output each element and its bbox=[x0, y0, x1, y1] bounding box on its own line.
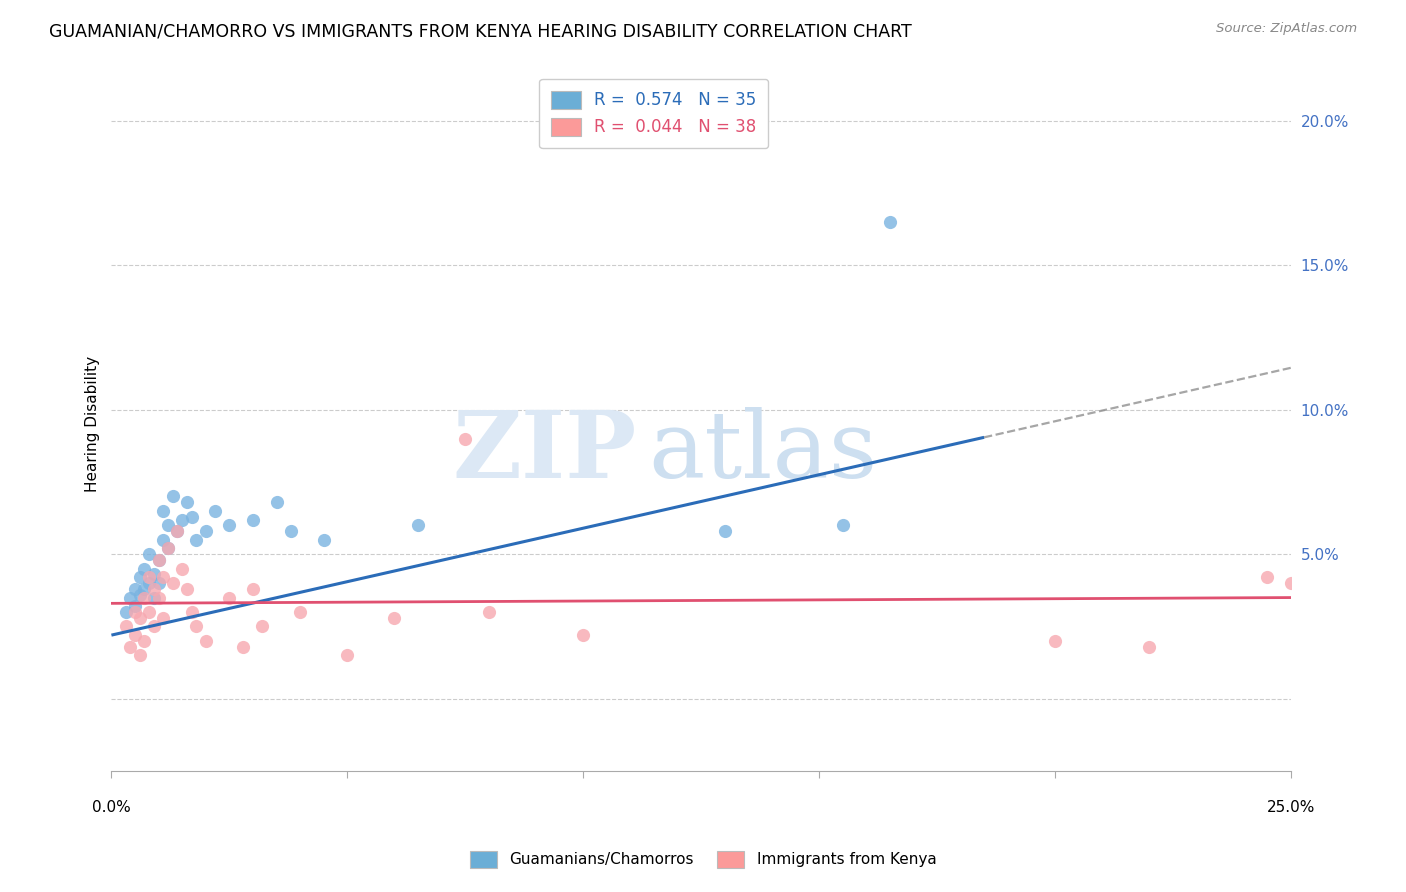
Point bbox=[157, 541, 180, 556]
Point bbox=[266, 495, 288, 509]
Point bbox=[312, 533, 335, 547]
Point bbox=[124, 628, 146, 642]
Point bbox=[1279, 576, 1302, 591]
Point bbox=[180, 509, 202, 524]
Text: 0.0%: 0.0% bbox=[91, 800, 131, 814]
Point bbox=[138, 576, 160, 591]
Point bbox=[134, 562, 156, 576]
Point bbox=[194, 524, 217, 538]
Point bbox=[1137, 640, 1160, 654]
Point bbox=[157, 518, 180, 533]
Point bbox=[336, 648, 359, 663]
Point bbox=[134, 634, 156, 648]
Point bbox=[218, 591, 240, 605]
Point bbox=[148, 553, 170, 567]
Point bbox=[124, 599, 146, 614]
Point bbox=[157, 541, 180, 556]
Point bbox=[172, 512, 194, 526]
Point bbox=[128, 611, 150, 625]
Point bbox=[166, 524, 188, 538]
Point bbox=[134, 591, 156, 605]
Point bbox=[879, 215, 901, 229]
Point bbox=[162, 576, 184, 591]
Point bbox=[1043, 634, 1066, 648]
Point bbox=[152, 611, 174, 625]
Point bbox=[242, 582, 264, 596]
Point bbox=[128, 648, 150, 663]
Point bbox=[128, 570, 150, 584]
Point bbox=[831, 518, 853, 533]
Point bbox=[176, 582, 198, 596]
Text: Source: ZipAtlas.com: Source: ZipAtlas.com bbox=[1216, 22, 1357, 36]
Legend: Guamanians/Chamorros, Immigrants from Kenya: Guamanians/Chamorros, Immigrants from Ke… bbox=[464, 845, 942, 873]
Point bbox=[128, 588, 150, 602]
Point bbox=[124, 582, 146, 596]
Point bbox=[138, 570, 160, 584]
Text: atlas: atlas bbox=[648, 407, 877, 497]
Point bbox=[242, 512, 264, 526]
Point bbox=[124, 605, 146, 619]
Point bbox=[138, 547, 160, 561]
Point bbox=[406, 518, 429, 533]
Point bbox=[114, 605, 136, 619]
Y-axis label: Hearing Disability: Hearing Disability bbox=[86, 356, 100, 492]
Point bbox=[152, 570, 174, 584]
Point bbox=[142, 591, 165, 605]
Point bbox=[194, 634, 217, 648]
Point bbox=[134, 582, 156, 596]
Point bbox=[713, 524, 735, 538]
Point bbox=[162, 490, 184, 504]
Text: 25.0%: 25.0% bbox=[1267, 800, 1315, 814]
Point bbox=[138, 605, 160, 619]
Point bbox=[176, 495, 198, 509]
Point bbox=[384, 611, 406, 625]
Legend: R =  0.574   N = 35, R =  0.044   N = 38: R = 0.574 N = 35, R = 0.044 N = 38 bbox=[540, 78, 768, 148]
Point bbox=[148, 591, 170, 605]
Text: GUAMANIAN/CHAMORRO VS IMMIGRANTS FROM KENYA HEARING DISABILITY CORRELATION CHART: GUAMANIAN/CHAMORRO VS IMMIGRANTS FROM KE… bbox=[49, 22, 912, 40]
Point bbox=[218, 518, 240, 533]
Point bbox=[572, 628, 595, 642]
Point bbox=[186, 619, 208, 633]
Point bbox=[120, 640, 142, 654]
Point bbox=[172, 562, 194, 576]
Point bbox=[152, 533, 174, 547]
Point bbox=[120, 591, 142, 605]
Point bbox=[142, 567, 165, 582]
Point bbox=[252, 619, 274, 633]
Point bbox=[166, 524, 188, 538]
Point bbox=[288, 605, 311, 619]
Point bbox=[142, 619, 165, 633]
Point bbox=[142, 582, 165, 596]
Point bbox=[152, 504, 174, 518]
Point bbox=[180, 605, 202, 619]
Point bbox=[478, 605, 501, 619]
Point bbox=[114, 619, 136, 633]
Point bbox=[232, 640, 254, 654]
Point bbox=[148, 576, 170, 591]
Point bbox=[280, 524, 302, 538]
Point bbox=[204, 504, 226, 518]
Point bbox=[1256, 570, 1278, 584]
Point bbox=[148, 553, 170, 567]
Point bbox=[186, 533, 208, 547]
Point bbox=[454, 432, 477, 446]
Text: ZIP: ZIP bbox=[451, 407, 636, 497]
